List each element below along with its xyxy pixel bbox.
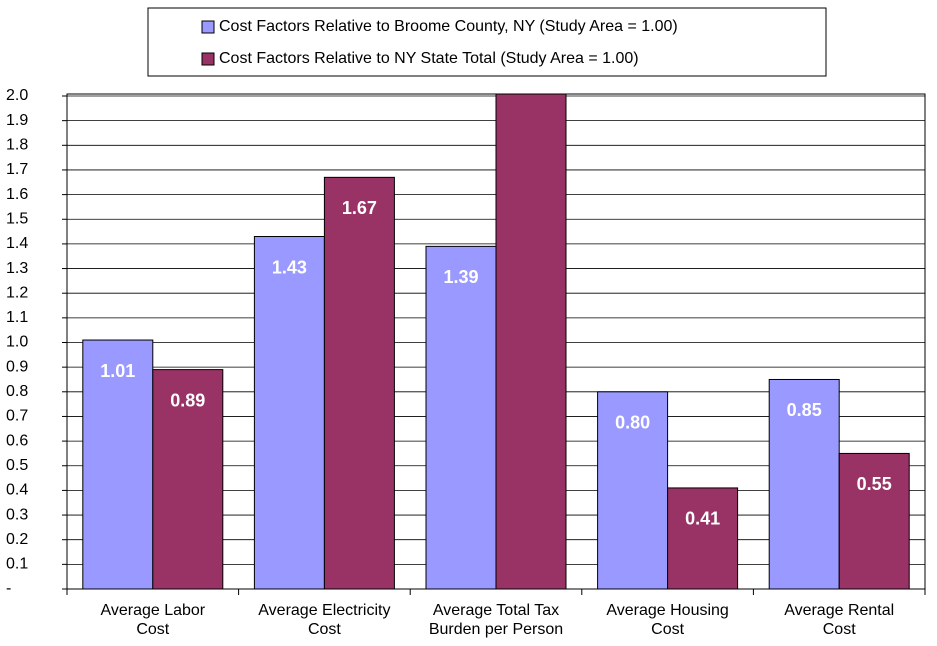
y-tick-label: 1.8 — [6, 137, 28, 154]
value-label: 0.80 — [615, 413, 650, 433]
value-label: 1.67 — [342, 198, 377, 218]
y-tick-label: 0.5 — [6, 457, 28, 474]
value-label: 0.41 — [685, 509, 720, 529]
bar — [425, 245, 497, 590]
x-tick-label: Average Total Tax Burden per Person — [428, 602, 564, 638]
x-tick-label: Average Housing Cost — [606, 602, 729, 638]
y-tick-label: - — [6, 580, 11, 597]
value-label: 0.89 — [170, 390, 205, 410]
y-tick-label: 0.1 — [6, 556, 28, 573]
x-tick-label: Average Electricity Cost — [258, 602, 391, 638]
legend-box — [147, 7, 827, 77]
bar — [838, 452, 910, 590]
bar — [253, 236, 325, 590]
y-tick-label: 2.0 — [6, 87, 28, 104]
value-label: 1.01 — [100, 361, 135, 381]
x-tick-label: Average Labor Cost — [100, 602, 206, 638]
legend-swatch — [201, 52, 215, 66]
y-tick-label: 1.4 — [6, 235, 28, 252]
plot-frame — [66, 93, 926, 590]
value-label: 1.39 — [443, 267, 478, 287]
y-tick-label: 0.9 — [6, 358, 28, 375]
y-tick-label: 0.6 — [6, 432, 28, 449]
y-tick-label: 0.3 — [6, 506, 28, 523]
y-tick-label: 0.7 — [6, 408, 28, 425]
y-tick-label: 0.4 — [6, 482, 28, 499]
y-tick-label: 1.0 — [6, 334, 28, 351]
bars — [82, 94, 910, 590]
bar — [495, 94, 567, 590]
legend-label: Cost Factors Relative to NY State Total … — [219, 50, 639, 67]
y-tick-label: 1.3 — [6, 260, 28, 277]
y-tick-label: 1.1 — [6, 309, 28, 326]
bar — [667, 487, 739, 590]
value-label: 0.55 — [857, 474, 892, 494]
legend-label: Cost Factors Relative to Broome County, … — [219, 18, 678, 35]
y-tick-label: 1.6 — [6, 186, 28, 203]
y-tick-label: 1.5 — [6, 210, 28, 227]
value-label: 0.85 — [787, 400, 822, 420]
y-tick-label: 0.8 — [6, 383, 28, 400]
y-tick-label: 1.7 — [6, 161, 28, 178]
y-tick-label: 1.9 — [6, 112, 28, 129]
bar — [597, 391, 669, 590]
x-tick-label: Average Rental Cost — [784, 602, 895, 638]
legend-swatch — [201, 20, 215, 34]
bar — [768, 378, 840, 590]
bar — [323, 176, 395, 590]
y-tick-label: 1.2 — [6, 284, 28, 301]
y-tick-label: 0.2 — [6, 531, 28, 548]
value-label: 1.43 — [272, 257, 307, 277]
bar — [152, 369, 224, 590]
